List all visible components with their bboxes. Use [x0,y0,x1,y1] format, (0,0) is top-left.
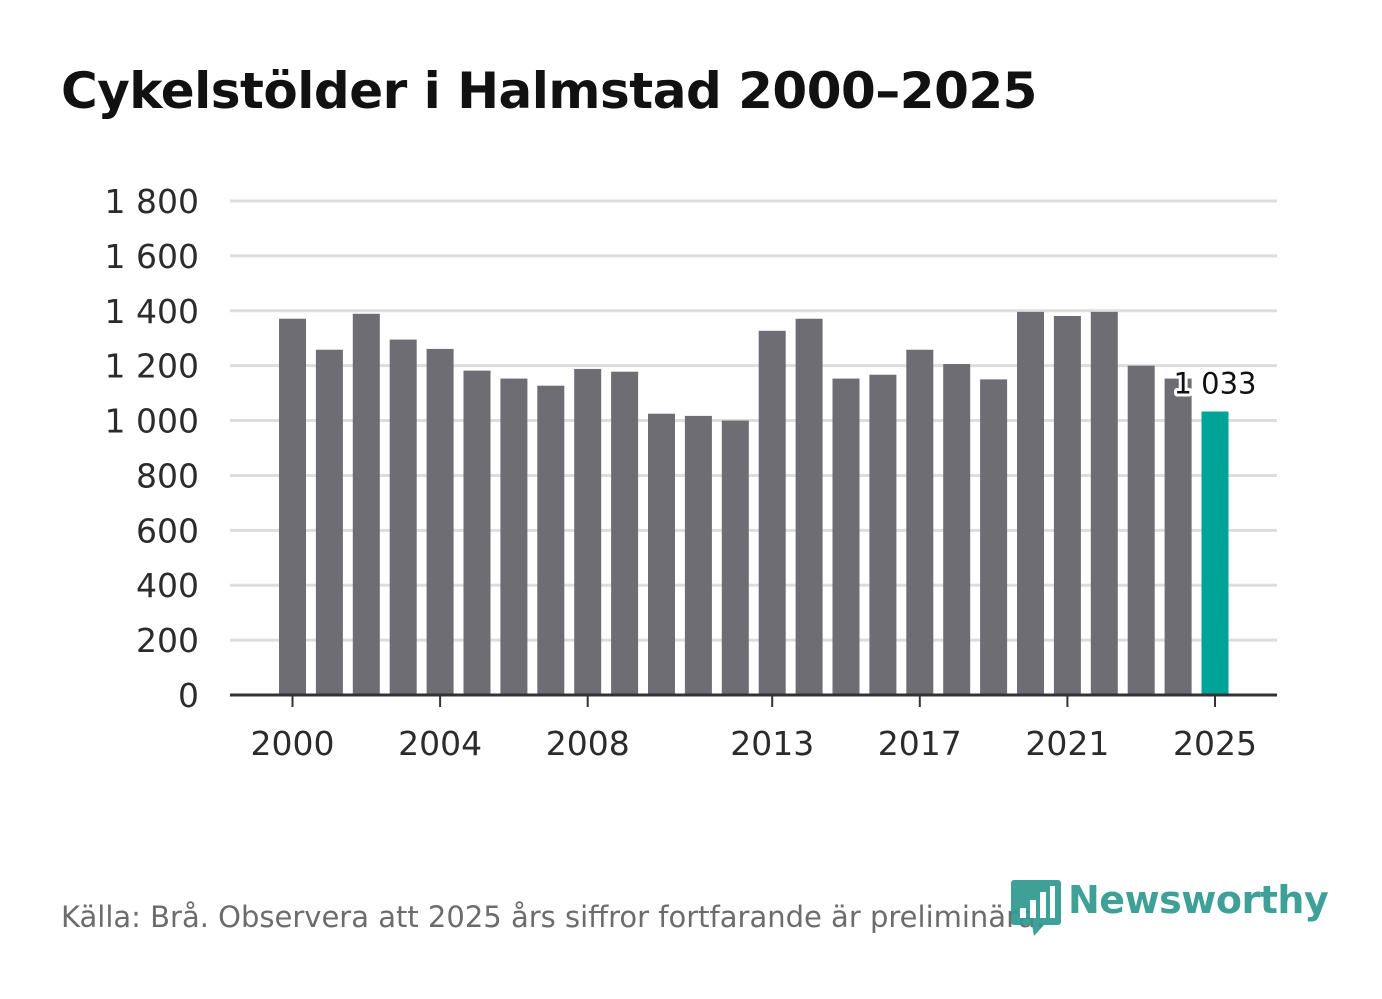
annotations: 1 033 [1170,363,1259,403]
bar-2015 [832,378,860,695]
x-tick-label: 2017 [878,724,962,763]
bar-2016 [869,374,897,695]
x-tick-label: 2008 [546,724,630,763]
data-label-2025: 1 033 [1173,366,1256,400]
bar-2004 [426,348,454,695]
x-tick-label: 2004 [398,724,482,763]
bar-2025 [1201,411,1229,695]
bar-2006 [500,378,528,695]
bar-2005 [463,370,491,695]
gridlines [230,199,1277,642]
bar-2019 [980,379,1008,695]
y-tick-label: 1 000 [105,402,199,441]
bar-2002 [352,313,380,695]
y-axis-labels: 0 200 400 600 800 1 000 1 200 1 400 1 600 1 800 [105,182,199,715]
bar-2010 [648,413,675,695]
newsworthy-brand: Newsworthy [1010,878,1329,942]
bar-2012 [721,420,749,695]
y-tick-label: 600 [136,511,199,550]
bar-2014 [795,318,823,695]
y-tick-label: 1 800 [105,182,199,221]
x-tick-label: 2025 [1173,724,1257,763]
y-tick-label: 1 600 [105,237,199,276]
bar-2024 [1164,378,1192,695]
bar-2017 [906,349,934,695]
y-tick-label: 200 [136,621,199,660]
y-tick-label: 1 400 [105,292,199,331]
y-tick-label: 1 200 [105,347,199,386]
bar-2008 [574,368,602,695]
bar-2007 [537,385,565,695]
bar-2001 [315,349,343,695]
bar-2013 [758,330,786,695]
bar-2018 [943,364,971,695]
bar-2020 [1017,311,1044,695]
x-axis-ticks: 2000 2004 2008 2013 2017 2021 2025 [251,695,1257,763]
bar-2021 [1053,315,1081,695]
bar-2023 [1127,365,1155,695]
bar-2000 [279,318,306,695]
bars [279,311,1229,695]
bar-2003 [389,339,417,695]
x-tick-label: 2000 [251,724,335,763]
y-tick-label: 800 [136,456,199,495]
y-tick-label: 0 [178,676,199,715]
source-note: Källa: Brå. Observera att 2025 års siffr… [61,900,1045,934]
brand-name: Newsworthy [1068,878,1329,922]
bar-2009 [611,371,639,695]
chart-title: Cykelstölder i Halmstad 2000–2025 [61,62,1037,120]
bar-2011 [684,415,712,695]
x-tick-label: 2021 [1025,724,1109,763]
newsworthy-logo-icon [1010,878,1062,942]
y-tick-label: 400 [136,566,199,605]
x-tick-label: 2013 [730,724,814,763]
bar-2022 [1090,311,1118,695]
